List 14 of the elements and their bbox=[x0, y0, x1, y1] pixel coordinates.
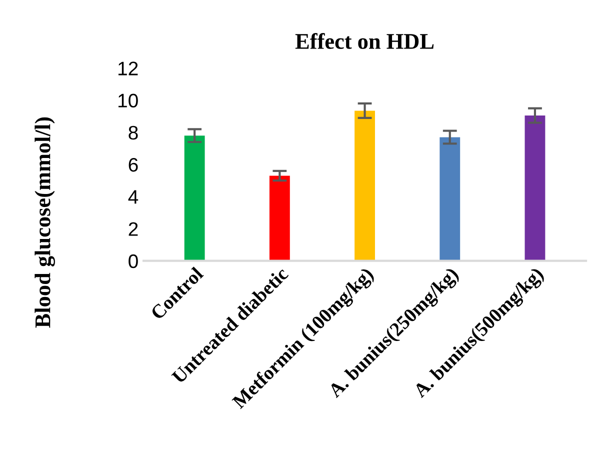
y-axis-title: Blood glucose(mmol/l) bbox=[34, 117, 56, 328]
y-tick-label: 4 bbox=[128, 190, 138, 204]
y-tick-label: 2 bbox=[128, 222, 138, 236]
bar bbox=[184, 136, 205, 261]
bar bbox=[524, 116, 546, 261]
bar bbox=[269, 176, 290, 261]
bar bbox=[440, 137, 460, 261]
y-tick-label: 10 bbox=[118, 94, 138, 108]
chart-title: Effect on HDL bbox=[295, 33, 434, 49]
y-tick-label: 0 bbox=[128, 254, 138, 268]
y-tick-label: 12 bbox=[118, 62, 138, 76]
bar bbox=[354, 110, 375, 261]
y-tick-label: 8 bbox=[128, 126, 138, 140]
y-tick-label: 6 bbox=[128, 158, 138, 172]
